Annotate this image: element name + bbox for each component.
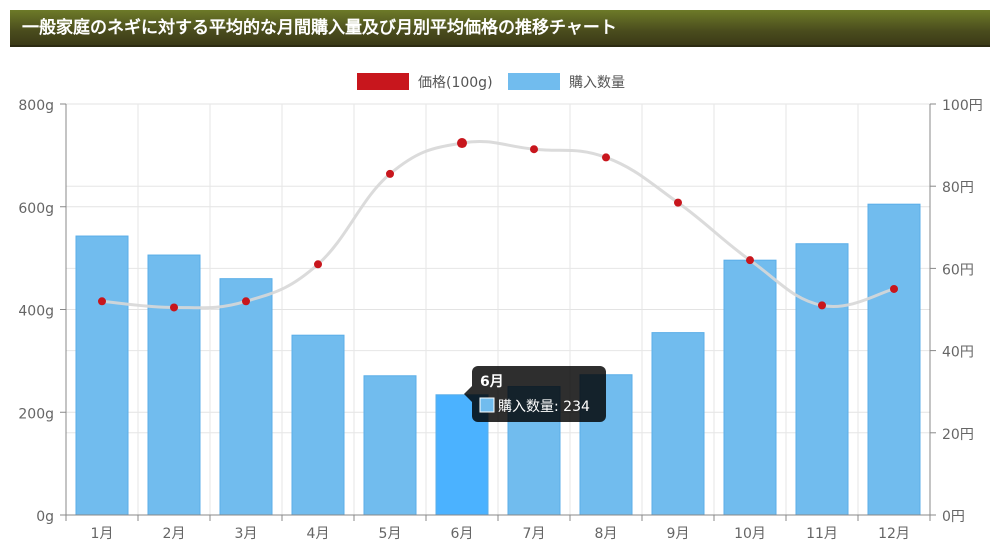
legend[interactable]: 価格(100g) 購入数量 <box>355 71 625 92</box>
tooltip-title: 6月 <box>480 374 504 390</box>
legend-label: 価格(100g) <box>418 75 493 91</box>
y-tick-label-left: 200g <box>18 406 54 422</box>
y-tick-label-left: 400g <box>18 304 54 320</box>
x-tick-label: 8月 <box>595 526 618 542</box>
y-tick-label-right: 60円 <box>942 262 974 278</box>
price-point[interactable] <box>457 138 467 149</box>
tooltip-swatch <box>479 397 495 413</box>
price-point[interactable] <box>602 153 610 162</box>
y-tick-label-left: 800g <box>18 98 54 114</box>
price-point[interactable] <box>98 297 106 306</box>
x-tick-label: 12月 <box>878 526 910 542</box>
bar-series[interactable] <box>75 203 921 516</box>
bar[interactable] <box>75 235 129 516</box>
price-point[interactable] <box>746 256 754 265</box>
y-tick-label-right: 0円 <box>942 509 965 525</box>
x-tick-label: 6月 <box>451 526 474 542</box>
price-point[interactable] <box>674 198 682 207</box>
x-tick-label: 1月 <box>91 526 114 542</box>
chart-container: 価格(100g) 購入数量 0g 200g 400g 600g 800g 0円 20円 40円 6… <box>0 60 994 554</box>
price-point[interactable] <box>386 169 394 178</box>
legend-label: 購入数量 <box>569 75 625 91</box>
price-point[interactable] <box>530 145 538 154</box>
bar[interactable] <box>867 203 921 516</box>
chart-title: 一般家庭のネギに対する平均的な月間購入量及び月別平均価格の推移チャート <box>22 18 617 38</box>
price-point[interactable] <box>890 284 898 293</box>
axes: 0g 200g 400g 600g 800g 0円 20円 40円 60円 80円 100円 1月 2月… <box>18 98 982 542</box>
price-series[interactable] <box>98 138 898 312</box>
y-tick-label-right: 100円 <box>942 98 983 114</box>
y-tick-label-left: 600g <box>18 201 54 217</box>
x-tick-label: 7月 <box>523 526 546 542</box>
tooltip-label: 購入数量: 234 <box>498 399 590 415</box>
bar[interactable] <box>291 334 345 516</box>
price-point[interactable] <box>242 297 250 306</box>
tooltip-caret <box>464 386 472 402</box>
x-tick-label: 4月 <box>307 526 330 542</box>
bar[interactable] <box>723 259 777 516</box>
legend-swatch[interactable] <box>355 71 411 92</box>
price-point[interactable] <box>170 303 178 312</box>
chart-header: 一般家庭のネギに対する平均的な月間購入量及び月別平均価格の推移チャート <box>10 10 990 47</box>
tooltip-box <box>472 366 606 422</box>
price-point[interactable] <box>314 260 322 269</box>
bar[interactable] <box>219 278 273 516</box>
y-tick-label-right: 40円 <box>942 345 974 361</box>
price-point[interactable] <box>818 301 826 310</box>
x-tick-label: 3月 <box>235 526 258 542</box>
bar[interactable] <box>363 375 417 516</box>
x-tick-label: 9月 <box>667 526 690 542</box>
y-tick-label-left: 0g <box>36 509 54 525</box>
combo-chart: 価格(100g) 購入数量 0g 200g 400g 600g 800g 0円 20円 40円 6… <box>18 71 983 542</box>
bar[interactable] <box>795 243 849 516</box>
legend-swatch[interactable] <box>506 71 562 92</box>
x-tick-label: 2月 <box>163 526 186 542</box>
bar[interactable] <box>147 254 201 516</box>
y-tick-label-right: 20円 <box>942 427 974 443</box>
bar[interactable] <box>651 332 705 516</box>
x-tick-label: 11月 <box>806 526 838 542</box>
y-tick-label-right: 80円 <box>942 180 974 196</box>
x-tick-label: 10月 <box>734 526 766 542</box>
x-tick-label: 5月 <box>379 526 402 542</box>
